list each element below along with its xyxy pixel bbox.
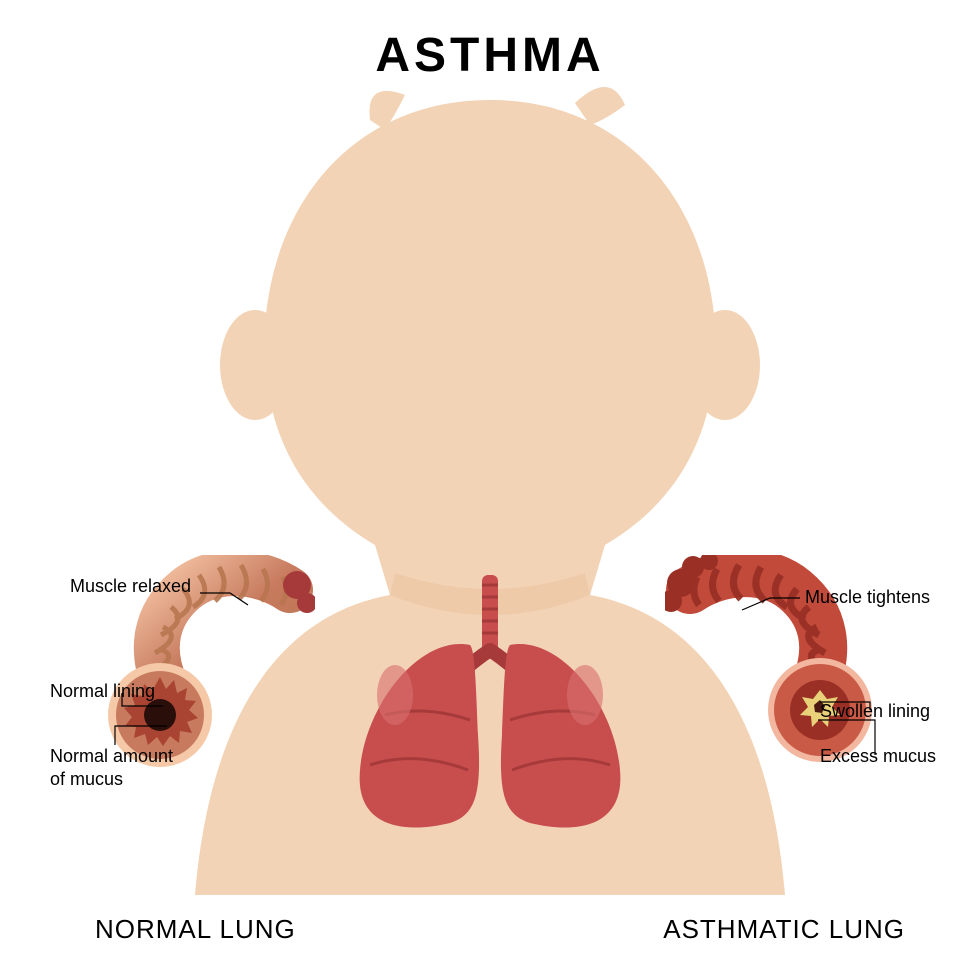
- label-muscle-relaxed: Muscle relaxed: [70, 575, 191, 598]
- label-swollen-lining: Swollen lining: [820, 700, 930, 723]
- caption-asthmatic-lung: ASTHMATIC LUNG: [663, 914, 905, 945]
- label-lines: [0, 0, 980, 980]
- caption-normal-lung: NORMAL LUNG: [95, 914, 296, 945]
- label-normal-lining: Normal lining: [50, 680, 155, 703]
- label-normal-mucus: Normal amount of mucus: [50, 745, 173, 790]
- label-muscle-tightens: Muscle tightens: [805, 586, 930, 609]
- label-excess-mucus: Excess mucus: [820, 745, 936, 768]
